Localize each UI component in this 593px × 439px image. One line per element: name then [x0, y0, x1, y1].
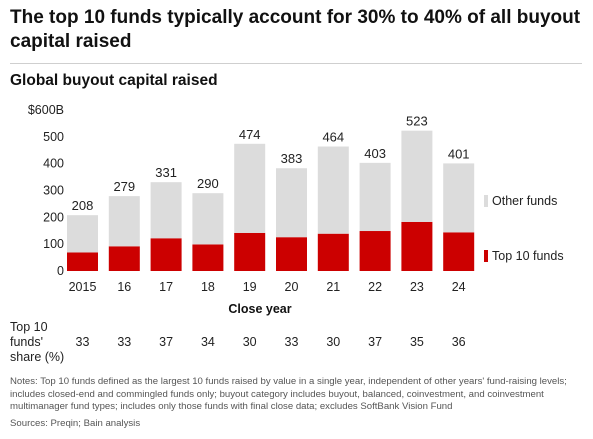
divider	[10, 63, 582, 64]
legend-swatch-top10-funds	[484, 250, 488, 262]
bar-other-funds	[401, 130, 433, 222]
y-tick-label: 500	[43, 130, 64, 144]
y-tick-label: 100	[43, 237, 64, 251]
legend-label-top10-funds: Top 10 funds	[492, 249, 564, 263]
bar-other-funds	[192, 193, 224, 245]
share-value: 33	[285, 335, 299, 349]
y-tick-label: 300	[43, 184, 64, 198]
x-tick-label: 24	[452, 280, 466, 294]
x-tick-label: 19	[243, 280, 257, 294]
bar-top10-funds	[401, 221, 433, 271]
x-tick-label: 17	[159, 280, 173, 294]
bar-other-funds	[67, 215, 98, 253]
x-tick-label: 23	[410, 280, 424, 294]
bar-other-funds	[359, 162, 391, 232]
share-row-label: Top 10 funds' share (%)	[10, 320, 64, 365]
y-tick-label: $600B	[28, 103, 64, 117]
bar-total-label: 401	[448, 146, 470, 161]
chart-title: Global buyout capital raised	[10, 72, 218, 89]
y-tick-label: 400	[43, 157, 64, 171]
bar-other-funds	[108, 196, 140, 247]
bar-other-funds	[234, 143, 266, 233]
x-tick-label: 18	[201, 280, 215, 294]
share-value: 30	[243, 335, 257, 349]
bar-top10-funds	[359, 231, 391, 271]
bar-total-label: 523	[406, 114, 428, 129]
bar-total-label: 403	[364, 146, 386, 161]
bar-total-label: 279	[113, 179, 135, 194]
share-label-line: funds'	[10, 335, 43, 349]
x-tick-label: 21	[326, 280, 340, 294]
x-tick-label: 16	[117, 280, 131, 294]
bar-other-funds	[150, 182, 182, 239]
bar-top10-funds	[317, 233, 349, 271]
x-tick-label: 2015	[69, 280, 97, 294]
bar-total-label: 290	[197, 176, 219, 191]
x-axis-label: Close year	[228, 302, 291, 316]
notes: Notes: Top 10 funds defined as the large…	[10, 376, 567, 412]
x-tick-label: 22	[368, 280, 382, 294]
share-value: 36	[452, 335, 466, 349]
headline: The top 10 funds typically account for 3…	[10, 7, 581, 52]
bar-total-label: 383	[281, 151, 303, 166]
bar-top10-funds	[67, 252, 98, 271]
share-value: 33	[117, 335, 131, 349]
sources: Sources: Preqin; Bain analysis	[10, 418, 141, 429]
bar-top10-funds	[108, 246, 140, 271]
bar-top10-funds	[443, 232, 475, 271]
x-tick-label: 20	[285, 280, 299, 294]
share-value: 34	[201, 335, 215, 349]
bar-other-funds	[317, 146, 349, 234]
bar-other-funds	[443, 163, 475, 233]
share-value: 37	[368, 335, 382, 349]
share-value: 30	[326, 335, 340, 349]
bar-total-label: 208	[72, 198, 94, 213]
bar-top10-funds	[192, 244, 224, 271]
bar-top10-funds	[276, 237, 307, 271]
bar-total-label: 464	[322, 129, 344, 144]
bar-top10-funds	[234, 232, 266, 271]
share-value: 33	[76, 335, 90, 349]
share-label-line: Top 10	[10, 320, 48, 334]
share-label-line: share (%)	[10, 350, 65, 364]
share-value: 37	[159, 335, 173, 349]
legend-swatch-other-funds	[484, 195, 488, 207]
y-tick-label: 0	[57, 264, 64, 278]
y-tick-label: 200	[43, 210, 64, 224]
legend-label-other-funds: Other funds	[492, 194, 557, 208]
bar-total-label: 331	[155, 165, 177, 180]
bar-other-funds	[276, 168, 307, 238]
share-value: 35	[410, 335, 424, 349]
bar-top10-funds	[150, 238, 182, 271]
bar-total-label: 474	[239, 127, 261, 142]
